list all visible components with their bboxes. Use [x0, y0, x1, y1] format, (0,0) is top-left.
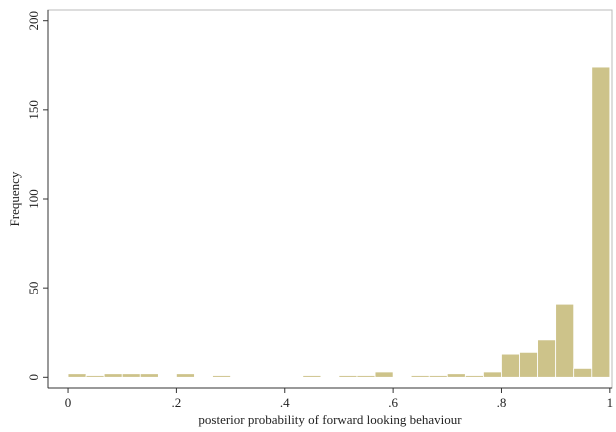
plot-frame: [47, 9, 613, 389]
y-axis-label: Frequency: [7, 171, 22, 226]
y-tick-label: 100: [26, 189, 41, 209]
bar: [428, 375, 448, 378]
bar: [555, 303, 575, 378]
bar: [121, 373, 141, 378]
bar: [374, 371, 394, 378]
bar: [483, 371, 502, 378]
bar: [176, 373, 195, 378]
x-tick-label: .6: [388, 395, 398, 410]
bar: [302, 375, 322, 378]
y-tick-label: 150: [26, 100, 41, 120]
bar: [573, 367, 593, 378]
bar: [410, 375, 430, 378]
bar: [591, 66, 611, 378]
bar: [212, 375, 231, 378]
bar: [139, 373, 159, 378]
bar: [85, 375, 105, 378]
x-tick-label: .8: [497, 395, 507, 410]
bar: [338, 375, 358, 378]
bar: [537, 339, 557, 378]
y-tick-label: 50: [26, 282, 41, 295]
bar: [103, 373, 123, 378]
bar: [446, 373, 466, 378]
bar: [464, 375, 484, 378]
y-tick-label: 200: [26, 11, 41, 31]
bar: [501, 353, 520, 378]
bar: [519, 351, 539, 378]
x-tick-label: 0: [65, 395, 72, 410]
y-tick-label: 0: [26, 374, 41, 381]
x-tick-label: 1: [607, 395, 614, 410]
x-axis-label: posterior probability of forward looking…: [198, 412, 462, 427]
bar: [67, 373, 87, 378]
x-tick-label: .4: [280, 395, 290, 410]
bar: [356, 375, 376, 378]
x-tick-label: .2: [172, 395, 182, 410]
